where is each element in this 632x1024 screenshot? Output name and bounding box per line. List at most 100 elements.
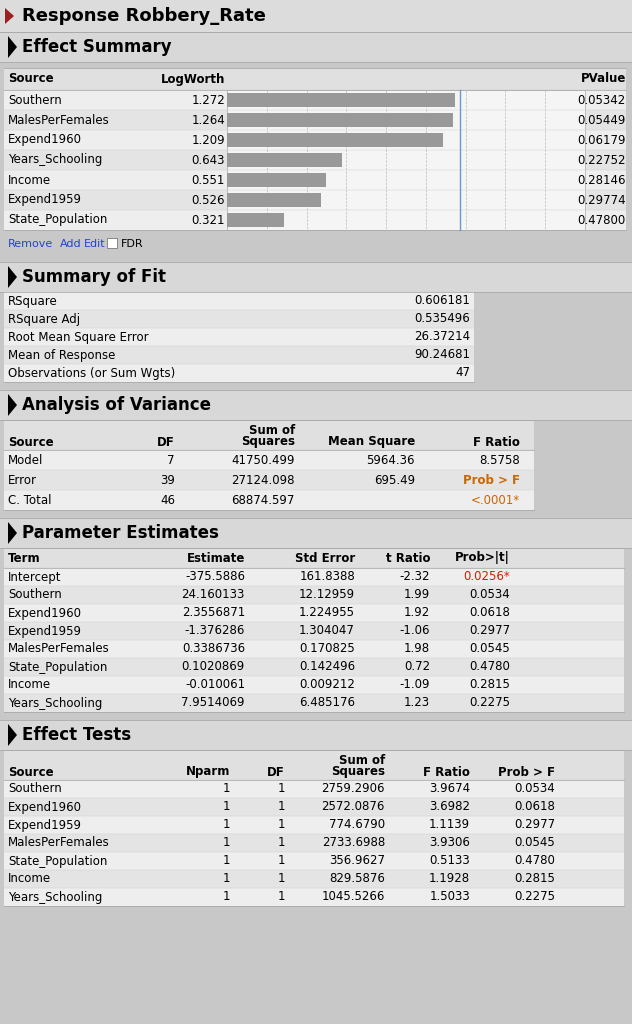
- Bar: [227, 173, 325, 187]
- Text: 0.170825: 0.170825: [299, 642, 355, 655]
- Bar: [4, 750, 624, 780]
- Bar: [4, 568, 624, 586]
- Polygon shape: [8, 36, 17, 58]
- Text: 1: 1: [277, 818, 285, 831]
- Text: Effect Summary: Effect Summary: [22, 38, 172, 56]
- Text: 90.24681: 90.24681: [414, 348, 470, 361]
- Text: 0.535496: 0.535496: [414, 312, 470, 326]
- Bar: [0, 518, 632, 548]
- Text: PValue: PValue: [581, 73, 626, 85]
- Text: FDR: FDR: [121, 239, 143, 249]
- Text: -1.09: -1.09: [399, 679, 430, 691]
- Bar: [227, 133, 444, 147]
- Text: Intercept: Intercept: [8, 570, 61, 584]
- Text: 0.526: 0.526: [191, 194, 225, 207]
- Text: State_Population: State_Population: [8, 660, 107, 674]
- Text: Prob > F: Prob > F: [498, 766, 555, 778]
- Text: 26.37214: 26.37214: [414, 331, 470, 343]
- Text: 0.321: 0.321: [191, 213, 225, 226]
- Text: 0.142496: 0.142496: [299, 660, 355, 674]
- Polygon shape: [5, 8, 14, 24]
- Text: 3.9674: 3.9674: [429, 782, 470, 796]
- Text: 8.5758: 8.5758: [479, 454, 520, 467]
- Text: 1.98: 1.98: [404, 642, 430, 655]
- Text: 1: 1: [222, 837, 230, 850]
- Text: 0.551: 0.551: [191, 173, 225, 186]
- Bar: [227, 213, 284, 227]
- Text: 0.0618: 0.0618: [514, 801, 555, 813]
- Text: 7.9514069: 7.9514069: [181, 696, 245, 710]
- Bar: [585, 210, 626, 230]
- Text: LogWorth: LogWorth: [161, 73, 225, 85]
- Bar: [227, 113, 453, 127]
- Text: 0.2977: 0.2977: [469, 625, 510, 638]
- Text: 1.209: 1.209: [191, 133, 225, 146]
- Bar: [585, 190, 626, 210]
- Text: Southern: Southern: [8, 589, 62, 601]
- Bar: [0, 720, 632, 750]
- Bar: [4, 852, 624, 870]
- Text: Source: Source: [8, 435, 54, 449]
- Bar: [4, 604, 624, 622]
- Text: 1.99: 1.99: [404, 589, 430, 601]
- Text: 1045.5266: 1045.5266: [322, 891, 385, 903]
- Bar: [4, 292, 474, 310]
- Bar: [585, 130, 626, 150]
- Text: 0.72: 0.72: [404, 660, 430, 674]
- Text: 0.29774: 0.29774: [578, 194, 626, 207]
- Text: 1.5033: 1.5033: [429, 891, 470, 903]
- Text: RSquare: RSquare: [8, 295, 58, 307]
- Bar: [4, 490, 534, 510]
- Bar: [4, 780, 624, 798]
- Text: 2572.0876: 2572.0876: [322, 801, 385, 813]
- Text: 1.272: 1.272: [191, 93, 225, 106]
- Text: 0.06179: 0.06179: [578, 133, 626, 146]
- Text: 774.6790: 774.6790: [329, 818, 385, 831]
- Bar: [4, 170, 227, 190]
- Bar: [4, 130, 227, 150]
- Bar: [4, 364, 474, 382]
- Text: 1.92: 1.92: [404, 606, 430, 620]
- Text: 2.3556871: 2.3556871: [182, 606, 245, 620]
- Text: 0.2275: 0.2275: [469, 696, 510, 710]
- Text: 1.224955: 1.224955: [299, 606, 355, 620]
- Text: Southern: Southern: [8, 93, 62, 106]
- Text: 1: 1: [222, 854, 230, 867]
- Text: Squares: Squares: [331, 766, 385, 778]
- Text: Expend1959: Expend1959: [8, 818, 82, 831]
- Bar: [4, 420, 534, 450]
- Text: Years_Schooling: Years_Schooling: [8, 154, 102, 167]
- Text: 0.1020869: 0.1020869: [182, 660, 245, 674]
- Text: Analysis of Variance: Analysis of Variance: [22, 396, 211, 414]
- Text: Income: Income: [8, 872, 51, 886]
- Text: 68874.597: 68874.597: [231, 494, 295, 507]
- Text: 0.47800: 0.47800: [578, 213, 626, 226]
- Bar: [4, 658, 624, 676]
- Text: Remove: Remove: [8, 239, 53, 249]
- Text: 2733.6988: 2733.6988: [322, 837, 385, 850]
- Text: 1: 1: [222, 801, 230, 813]
- Text: C. Total: C. Total: [8, 494, 51, 507]
- Text: 356.9627: 356.9627: [329, 854, 385, 867]
- Bar: [227, 193, 321, 207]
- Text: Source: Source: [8, 766, 54, 778]
- Bar: [227, 90, 585, 230]
- Text: Expend1959: Expend1959: [8, 625, 82, 638]
- Bar: [4, 346, 474, 364]
- Text: Summary of Fit: Summary of Fit: [22, 268, 166, 286]
- Bar: [0, 32, 632, 62]
- Bar: [4, 110, 227, 130]
- Text: Years_Schooling: Years_Schooling: [8, 696, 102, 710]
- Bar: [4, 816, 624, 834]
- Text: 0.05342: 0.05342: [578, 93, 626, 106]
- Text: 3.6982: 3.6982: [429, 801, 470, 813]
- Text: 1: 1: [222, 891, 230, 903]
- Bar: [4, 328, 474, 346]
- Text: Parameter Estimates: Parameter Estimates: [22, 524, 219, 542]
- Text: State_Population: State_Population: [8, 854, 107, 867]
- Text: 161.8388: 161.8388: [299, 570, 355, 584]
- Bar: [227, 93, 454, 106]
- Text: 695.49: 695.49: [374, 473, 415, 486]
- Text: MalesPerFemales: MalesPerFemales: [8, 837, 110, 850]
- Bar: [4, 640, 624, 658]
